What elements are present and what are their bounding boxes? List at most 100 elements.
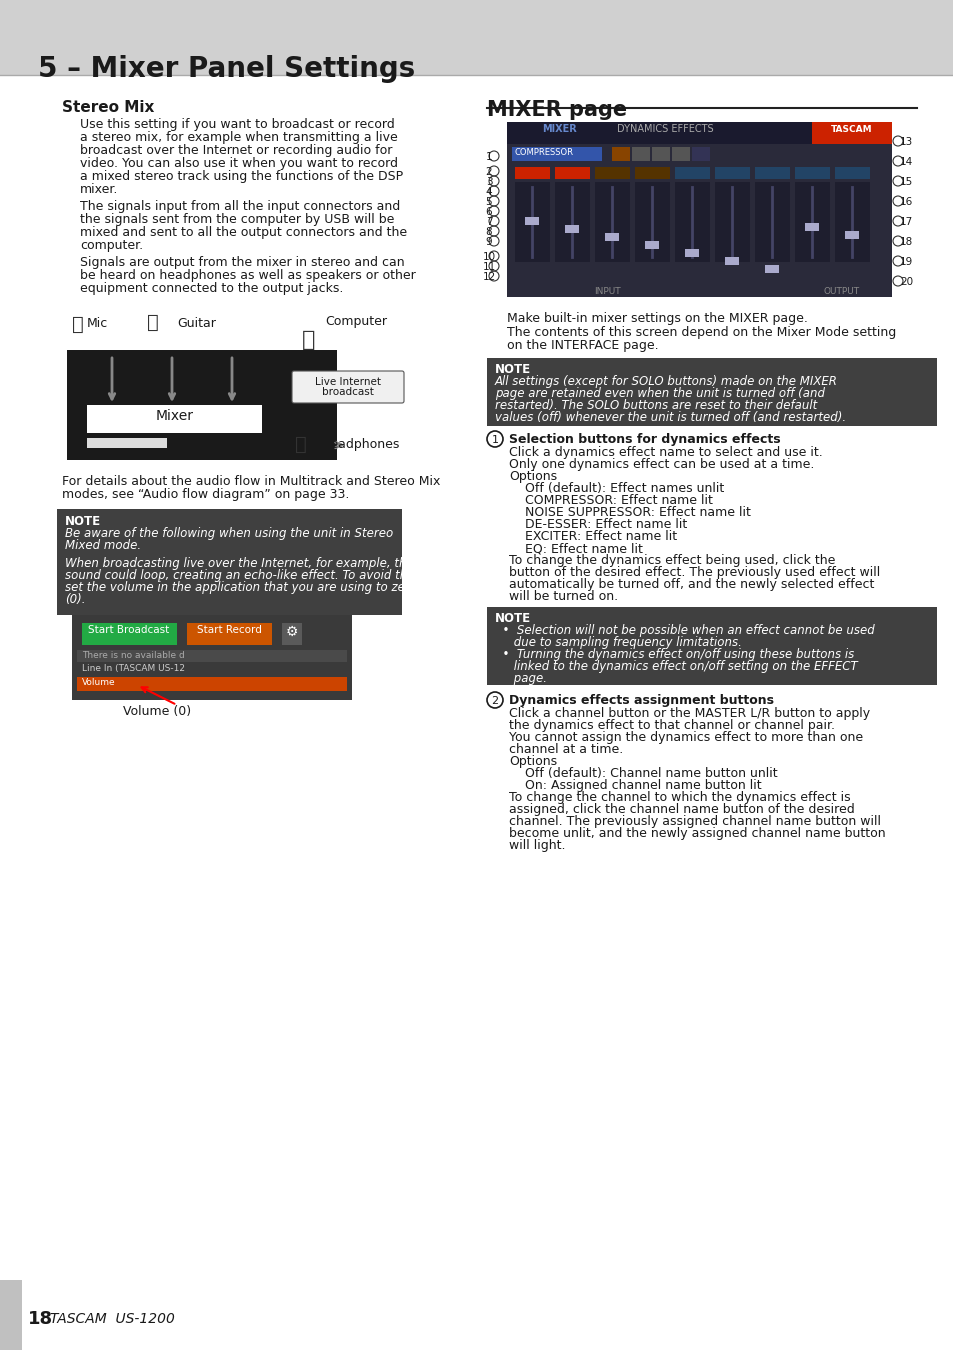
Text: values (off) whenever the unit is turned off (and restarted).: values (off) whenever the unit is turned…	[495, 410, 845, 424]
Text: TASCAM  US-1200: TASCAM US-1200	[50, 1312, 174, 1326]
Bar	[691, 147, 709, 161]
Text: the dynamics effect to that channel or channel pair.: the dynamics effect to that channel or c…	[509, 720, 834, 732]
Bar	[524, 217, 538, 225]
Text: EXCITER: Effect name lit: EXCITER: Effect name lit	[509, 531, 677, 543]
Text: DYNAMICS EFFECTS: DYNAMICS EFFECTS	[617, 124, 713, 134]
Text: a stereo mix, for example when transmitting a live: a stereo mix, for example when transmitt…	[80, 131, 397, 144]
Bar	[834, 182, 869, 262]
Text: 17: 17	[899, 217, 912, 227]
Text: Off (default): Effect names unlit: Off (default): Effect names unlit	[509, 482, 723, 495]
Bar	[555, 167, 589, 180]
Bar	[87, 437, 167, 448]
Bar	[631, 147, 649, 161]
Text: 🖥️: 🖥️	[302, 329, 315, 350]
Text: modes, see “Audio flow diagram” on page 33.: modes, see “Audio flow diagram” on page …	[62, 487, 349, 501]
Bar	[644, 242, 659, 248]
Text: be heard on headphones as well as speakers or other: be heard on headphones as well as speake…	[80, 269, 416, 282]
Text: video. You can also use it when you want to record: video. You can also use it when you want…	[80, 157, 397, 170]
Text: Guitar: Guitar	[177, 317, 215, 329]
Text: OUTPUT: OUTPUT	[823, 288, 860, 296]
Bar	[595, 182, 629, 262]
Bar	[67, 350, 336, 460]
Text: MIXER: MIXER	[541, 124, 577, 134]
Text: For details about the audio flow in Multitrack and Stereo Mix: For details about the audio flow in Mult…	[62, 475, 440, 487]
Text: Click a channel button or the MASTER L/R button to apply: Click a channel button or the MASTER L/R…	[509, 707, 869, 720]
Text: TASCAM: TASCAM	[830, 126, 872, 134]
Text: Make built-in mixer settings on the MIXER page.: Make built-in mixer settings on the MIXE…	[506, 312, 807, 325]
Text: 15: 15	[899, 177, 912, 188]
Text: due to sampling frequency limitations.: due to sampling frequency limitations.	[495, 636, 741, 649]
Text: Mixer: Mixer	[156, 409, 193, 423]
Text: To change the channel to which the dynamics effect is: To change the channel to which the dynam…	[509, 791, 850, 805]
Text: Dynamics effects assignment buttons: Dynamics effects assignment buttons	[509, 694, 773, 707]
Bar	[675, 182, 709, 262]
Bar	[512, 147, 601, 161]
Text: on the INTERFACE page.: on the INTERFACE page.	[506, 339, 658, 352]
Bar	[675, 167, 709, 180]
Text: broadcast over the Internet or recording audio for: broadcast over the Internet or recording…	[80, 144, 392, 157]
Bar	[82, 622, 177, 645]
Text: restarted). The SOLO buttons are reset to their default: restarted). The SOLO buttons are reset t…	[495, 400, 817, 412]
Text: Volume: Volume	[82, 678, 115, 687]
Text: 20: 20	[899, 277, 912, 288]
Text: NOTE: NOTE	[65, 514, 101, 528]
Text: assigned, click the channel name button of the desired: assigned, click the channel name button …	[509, 803, 854, 815]
Bar	[564, 225, 578, 234]
Bar	[0, 0, 953, 76]
Text: 🎧: 🎧	[294, 435, 307, 454]
Text: will be turned on.: will be turned on.	[509, 590, 618, 603]
Text: EQ: Effect name lit: EQ: Effect name lit	[509, 541, 642, 555]
Text: 2: 2	[491, 697, 498, 706]
Text: You cannot assign the dynamics effect to more than one: You cannot assign the dynamics effect to…	[509, 730, 862, 744]
Text: linked to the dynamics effect on/off setting on the EFFECT: linked to the dynamics effect on/off set…	[495, 660, 857, 674]
Bar	[187, 622, 272, 645]
Text: a mixed stereo track using the functions of the DSP: a mixed stereo track using the functions…	[80, 170, 403, 184]
Text: page.: page.	[495, 672, 546, 684]
Text: 1: 1	[491, 435, 498, 446]
FancyBboxPatch shape	[292, 371, 403, 404]
Text: DE-ESSER: Effect name lit: DE-ESSER: Effect name lit	[509, 518, 686, 531]
Text: 5: 5	[485, 197, 492, 207]
Bar	[282, 622, 302, 645]
Text: 7: 7	[485, 217, 492, 227]
Text: Options: Options	[509, 470, 557, 483]
Text: the signals sent from the computer by USB will be: the signals sent from the computer by US…	[80, 213, 394, 225]
Text: Be aware of the following when using the unit in Stereo: Be aware of the following when using the…	[65, 526, 393, 540]
Text: When broadcasting live over the Internet, for example, the: When broadcasting live over the Internet…	[65, 558, 414, 570]
Bar	[71, 616, 352, 701]
Text: Options: Options	[509, 755, 557, 768]
Bar	[294, 373, 401, 401]
Text: 🎸: 🎸	[147, 313, 158, 332]
Text: broadcast: broadcast	[322, 387, 374, 397]
Text: Only one dynamics effect can be used at a time.: Only one dynamics effect can be used at …	[509, 458, 814, 471]
Bar	[77, 676, 347, 691]
Bar	[595, 167, 629, 180]
Bar	[486, 358, 936, 427]
Text: Use this setting if you want to broadcast or record: Use this setting if you want to broadcas…	[80, 117, 395, 131]
Text: button of the desired effect. The previously used effect will: button of the desired effect. The previo…	[509, 566, 880, 579]
Text: Selection buttons for dynamics effects: Selection buttons for dynamics effects	[509, 433, 780, 446]
Text: Volume (0): Volume (0)	[123, 705, 191, 718]
Text: 18: 18	[899, 238, 912, 247]
Bar	[486, 608, 936, 684]
Text: Stereo Mix: Stereo Mix	[62, 100, 154, 115]
Bar	[0, 1280, 22, 1350]
Bar	[506, 122, 891, 297]
Text: The signals input from all the input connectors and: The signals input from all the input con…	[80, 200, 400, 213]
Text: 18: 18	[28, 1310, 53, 1328]
Bar	[555, 182, 589, 262]
Text: channel. The previously assigned channel name button will: channel. The previously assigned channel…	[509, 815, 880, 828]
Text: 16: 16	[899, 197, 912, 207]
Text: page are retained even when the unit is turned off (and: page are retained even when the unit is …	[495, 387, 824, 400]
Text: Start Record: Start Record	[196, 625, 261, 634]
Bar	[612, 147, 629, 161]
Text: 9: 9	[485, 238, 492, 247]
Bar	[77, 649, 347, 662]
Bar	[671, 147, 689, 161]
Text: On: Assigned channel name button lit: On: Assigned channel name button lit	[509, 779, 760, 792]
Text: Live Internet: Live Internet	[314, 377, 380, 387]
Bar	[506, 122, 891, 144]
Text: 1: 1	[485, 153, 492, 162]
Bar	[794, 167, 829, 180]
Bar	[754, 167, 789, 180]
